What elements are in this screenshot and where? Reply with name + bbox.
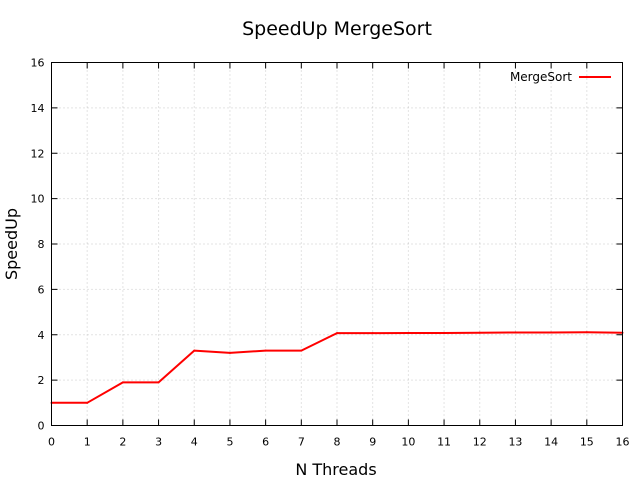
data-point [371, 332, 374, 335]
y-tick-label: 4 [38, 329, 45, 342]
x-axis-label: N Threads [295, 460, 376, 479]
data-point [300, 349, 303, 352]
data-point [585, 331, 588, 334]
x-tick-label: 9 [369, 436, 376, 449]
x-tick-label: 7 [298, 436, 305, 449]
x-tick-label: 5 [226, 436, 233, 449]
data-point [193, 349, 196, 352]
y-tick-label: 12 [31, 147, 45, 160]
data-point [86, 401, 89, 404]
x-tick-label: 6 [262, 436, 269, 449]
x-tick-label: 14 [544, 436, 558, 449]
legend: MergeSort [510, 70, 611, 84]
plot-frame [51, 62, 623, 426]
y-axis-label: SpeedUp [2, 208, 21, 280]
x-tick-label: 13 [508, 436, 522, 449]
data-point [336, 332, 338, 335]
data-point [407, 331, 410, 334]
y-tick-label: 6 [38, 283, 45, 296]
data-point [443, 331, 446, 334]
data-point [550, 331, 553, 334]
grid [51, 62, 623, 426]
data-point [121, 381, 124, 384]
y-tick-label: 14 [31, 102, 45, 115]
x-tick-label: 2 [119, 436, 126, 449]
series-layer [50, 331, 624, 404]
data-point [478, 331, 481, 334]
x-tick-label: 1 [84, 436, 91, 449]
legend-label: MergeSort [510, 70, 572, 84]
x-tick-label: 16 [616, 436, 630, 449]
y-tick-label: 8 [38, 238, 45, 251]
data-point [514, 331, 517, 334]
x-tick-label: 0 [48, 436, 55, 449]
x-tick-label: 3 [155, 436, 162, 449]
x-tick-label: 8 [334, 436, 341, 449]
y-tick-label: 16 [31, 57, 45, 70]
y-tick-label: 2 [38, 374, 45, 387]
chart-title: SpeedUp MergeSort [242, 18, 432, 40]
x-tick-label: 12 [473, 436, 487, 449]
x-tick-label: 15 [580, 436, 594, 449]
data-point [264, 349, 267, 352]
y-tick-label: 10 [31, 193, 45, 206]
data-point [228, 351, 231, 354]
data-point [157, 381, 160, 384]
x-tick-label: 4 [191, 436, 198, 449]
x-tick-label: 11 [437, 436, 451, 449]
y-tick-label: 0 [38, 420, 45, 433]
x-tick-label: 10 [401, 436, 415, 449]
